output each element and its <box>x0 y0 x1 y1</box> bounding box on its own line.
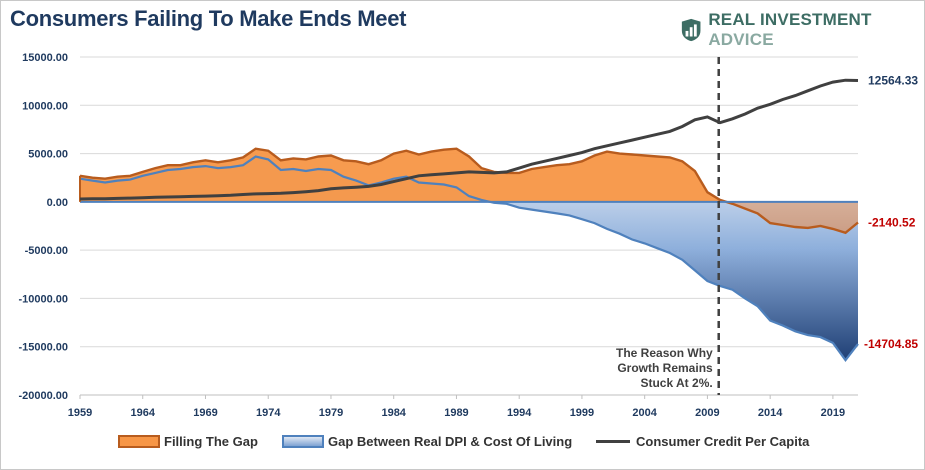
chart-logo-icon <box>681 18 701 42</box>
annotation-text: The Reason Why <box>616 346 713 360</box>
legend-item-credit: Consumer Credit Per Capita <box>596 434 809 449</box>
legend: Filling The Gap Gap Between Real DPI & C… <box>0 434 925 454</box>
y-tick-label: -5000.00 <box>25 245 68 257</box>
y-tick-label: -10000.00 <box>18 293 68 305</box>
end-label-filling: -2140.52 <box>868 216 916 230</box>
x-tick-label: 2019 <box>821 407 845 419</box>
gap-line <box>79 155 859 363</box>
y-tick-label: 5000.00 <box>28 149 68 161</box>
x-tick-label: 1974 <box>256 407 281 419</box>
legend-swatch-gap <box>282 435 324 448</box>
legend-item-filling: Filling The Gap <box>118 434 258 449</box>
y-tick-label: -20000.00 <box>18 390 68 402</box>
x-tick-label: 2009 <box>695 407 719 419</box>
y-tick-label: 10000.00 <box>22 100 68 112</box>
x-tick-label: 1969 <box>193 407 217 419</box>
annotation-text: Growth Remains <box>617 361 713 375</box>
x-tick-label: 1979 <box>319 407 343 419</box>
x-tick-label: 1964 <box>130 407 155 419</box>
annotation-text: Stuck At 2%. <box>640 376 712 390</box>
brand-name-tail: ADVICE <box>708 30 774 49</box>
x-tick-label: 2014 <box>758 407 783 419</box>
x-tick-label: 1984 <box>381 407 406 419</box>
brand-name-main: REAL INVESTMENT <box>708 10 872 29</box>
legend-label-filling: Filling The Gap <box>164 434 258 449</box>
legend-swatch-credit <box>596 440 630 443</box>
brand-name: REAL INVESTMENT ADVICE <box>708 10 925 50</box>
y-axis: 15000.00 10000.00 5000.00 0.00 -5000.00 -1000… <box>18 52 68 402</box>
legend-label-credit: Consumer Credit Per Capita <box>636 434 810 449</box>
filling-area-negative <box>80 201 858 233</box>
y-tick-label: 15000.00 <box>22 52 68 64</box>
x-tick-label: 1959 <box>68 407 92 419</box>
series-layer <box>79 78 859 363</box>
y-tick-label: 0.00 <box>47 197 68 209</box>
x-tick-label: 2004 <box>632 407 657 419</box>
credit-line <box>79 78 859 201</box>
x-axis: 1959 1964 1969 1974 1979 1984 1989 1994 1999 2004… <box>68 394 858 419</box>
x-tick-label: 1989 <box>444 407 468 419</box>
legend-swatch-filling <box>118 435 160 448</box>
brand-logo: REAL INVESTMENT ADVICE <box>680 10 925 50</box>
gap-area-negative <box>80 201 858 361</box>
x-tick-label: 1994 <box>507 407 532 419</box>
legend-item-gap: Gap Between Real DPI & Cost Of Living <box>282 434 572 449</box>
end-label-credit: 12564.33 <box>868 74 918 88</box>
x-tick-label: 1999 <box>570 407 594 419</box>
end-label-gap: -14704.85 <box>864 337 918 351</box>
filling-area-positive <box>80 148 727 202</box>
chart-title: Consumers Failing To Make Ends Meet <box>10 6 407 31</box>
legend-label-gap: Gap Between Real DPI & Cost Of Living <box>328 434 573 449</box>
y-tick-label: -15000.00 <box>18 342 68 354</box>
